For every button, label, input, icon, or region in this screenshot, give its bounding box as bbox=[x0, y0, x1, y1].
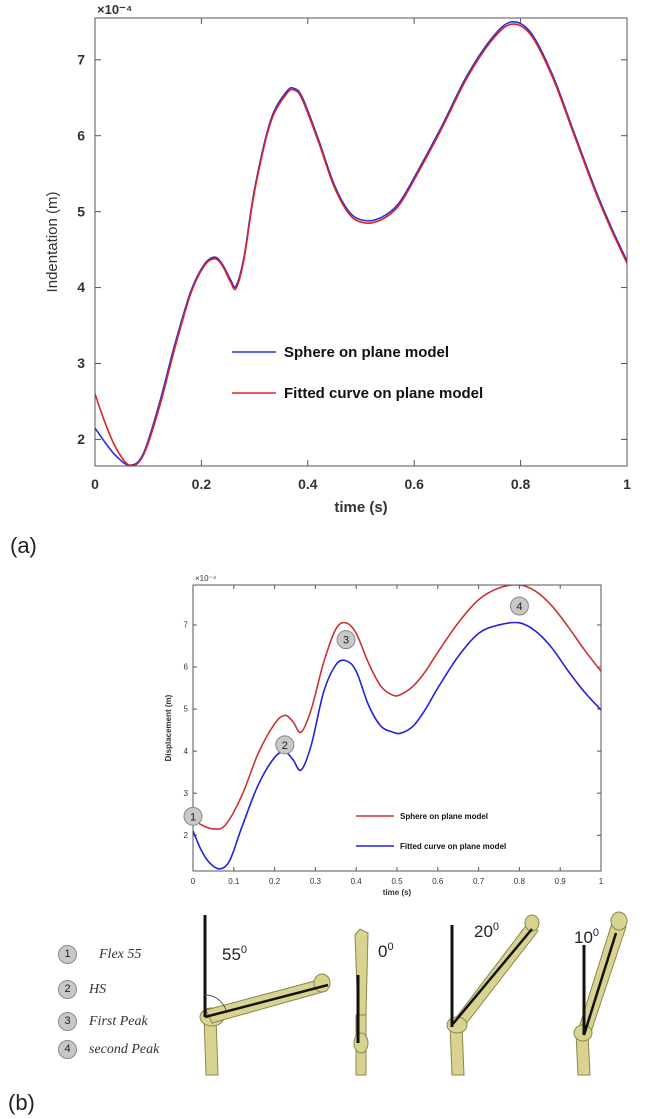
leg-pose-flex55 bbox=[199, 915, 331, 1076]
y-tick-label: 3 bbox=[184, 789, 189, 798]
leg-pose-first-peak bbox=[446, 914, 540, 1076]
x-tick-label: 0.6 bbox=[404, 476, 424, 492]
angle-label-1: 550 bbox=[222, 944, 247, 964]
axis-exponent-label: ×10⁻⁴ bbox=[195, 574, 217, 583]
chart-a: 0 0.2 0.4 0.6 0.8 1 2 3 4 5 6 7 time (s) Indentation … bbox=[44, 2, 631, 516]
stage-marker-3 bbox=[336, 630, 356, 650]
stage-legend-text: First Peak bbox=[89, 1013, 148, 1029]
y-axis-label: Indentation (m) bbox=[44, 192, 61, 293]
chart-b: 0 0.1 0.2 0.3 0.4 0.5 0.6 0.7 0.8 0.9 1234567time … bbox=[164, 574, 604, 897]
angle-label-2: 00 bbox=[378, 941, 394, 961]
y-tick-label: 2 bbox=[77, 431, 85, 447]
panel-label-a: (a) bbox=[10, 533, 37, 558]
y-tick-label: 4 bbox=[184, 747, 189, 756]
stage-marker-4 bbox=[509, 596, 529, 616]
y-tick-label: 4 bbox=[77, 279, 85, 295]
stage-number-badge: 2 bbox=[58, 980, 77, 999]
stage-marker-label-2: 2 bbox=[282, 740, 288, 752]
stage-legend-text: HS bbox=[89, 981, 107, 997]
y-tick-label: 7 bbox=[184, 621, 189, 630]
y-tick-label: 6 bbox=[77, 127, 85, 143]
legend-label-1: Sphere on plane model bbox=[400, 812, 488, 821]
stage-marker-2 bbox=[275, 735, 295, 755]
x-tick-label: 0.3 bbox=[310, 877, 322, 886]
x-tick-label: 0.4 bbox=[351, 877, 363, 886]
plot-frame bbox=[192, 584, 602, 872]
stage-marker-1 bbox=[183, 806, 203, 826]
legend-label-1: Sphere on plane model bbox=[284, 344, 449, 361]
x-tick-label: 0.4 bbox=[298, 476, 318, 492]
x-axis-label: time (s) bbox=[383, 888, 412, 897]
legend-a: Sphere on plane model Fitted curve on pla… bbox=[232, 344, 483, 402]
y-tick-label: 3 bbox=[77, 355, 85, 371]
series-line-1 bbox=[95, 20, 627, 466]
stage-number-badge: 1 bbox=[58, 945, 77, 964]
stage-legend-item-2: 2 HS bbox=[58, 980, 106, 999]
leg-pose-illustrations: 550 00 200 100 bbox=[199, 911, 628, 1076]
stage-marker-label-3: 3 bbox=[343, 635, 349, 647]
angle-label-3: 200 bbox=[474, 921, 499, 941]
x-tick-label: 0.6 bbox=[432, 877, 444, 886]
stage-legend-text: second Peak bbox=[89, 1041, 160, 1057]
stage-marker-label-1: 1 bbox=[190, 811, 196, 823]
x-tick-label: 0.5 bbox=[391, 877, 403, 886]
stage-legend-item-1: 1 Flex 55 bbox=[58, 945, 141, 964]
stage-number-badge: 4 bbox=[58, 1040, 77, 1059]
y-axis-label: Displacement (m) bbox=[164, 694, 173, 761]
stage-legend-item-4: 4 second Peak bbox=[58, 1040, 159, 1059]
stage-number-badge: 3 bbox=[58, 1012, 77, 1031]
y-tick-label: 2 bbox=[184, 831, 189, 840]
x-axis-label: time (s) bbox=[334, 499, 387, 516]
x-tick-label: 0.1 bbox=[228, 877, 240, 886]
leg-pose-hs bbox=[353, 928, 369, 1076]
series-line-2 bbox=[95, 23, 627, 466]
legend-b: Sphere on plane model Fitted curve on pla… bbox=[356, 812, 506, 851]
y-tick-label: 5 bbox=[77, 203, 85, 219]
stage-legend-text: Flex 55 bbox=[99, 946, 142, 962]
legend-label-2: Fitted curve on plane model bbox=[400, 842, 506, 851]
x-tick-label: 0.8 bbox=[514, 877, 526, 886]
legend-label-2: Fitted curve on plane model bbox=[284, 385, 483, 402]
y-tick-label: 5 bbox=[184, 705, 189, 714]
x-tick-label: 0 bbox=[91, 476, 99, 492]
x-tick-label: 0.2 bbox=[192, 476, 212, 492]
x-tick-label: 1 bbox=[623, 476, 631, 492]
x-tick-label: 0.7 bbox=[473, 877, 485, 886]
x-tick-label: 0.2 bbox=[269, 877, 281, 886]
angle-label-4: 100 bbox=[574, 927, 599, 947]
plot-frame bbox=[94, 17, 628, 467]
x-tick-label: 0.8 bbox=[511, 476, 531, 492]
leg-pose-second-peak bbox=[573, 911, 628, 1076]
x-tick-label: 0 bbox=[191, 877, 196, 886]
stage-marker-label-4: 4 bbox=[516, 601, 522, 613]
panel-label-b: (b) bbox=[8, 1090, 35, 1115]
y-tick-label: 7 bbox=[77, 51, 85, 67]
y-tick-label: 6 bbox=[184, 663, 189, 672]
series-line-2 bbox=[193, 621, 601, 870]
x-tick-label: 0.9 bbox=[555, 877, 567, 886]
stage-legend-item-3: 3 First Peak bbox=[58, 1012, 148, 1031]
series-line-1 bbox=[193, 585, 601, 830]
axis-exponent-label: ×10⁻⁴ bbox=[97, 2, 132, 17]
x-tick-label: 1 bbox=[599, 877, 604, 886]
